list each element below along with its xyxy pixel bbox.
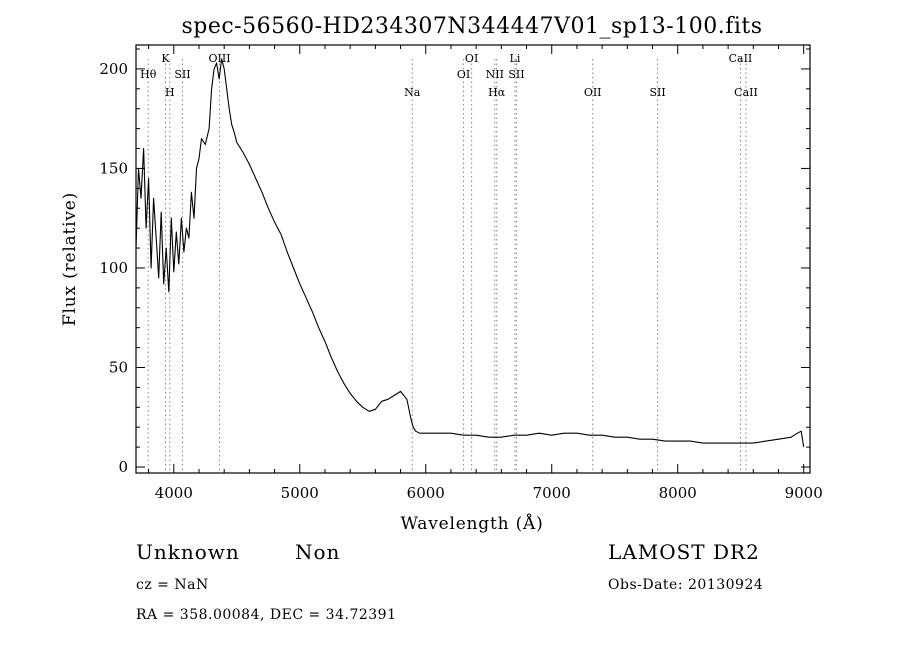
spectrum-line bbox=[135, 58, 805, 448]
line-label: Na bbox=[404, 86, 421, 99]
line-label: SII bbox=[508, 68, 524, 81]
obs-date-label: Obs-Date: 20130924 bbox=[608, 577, 763, 593]
line-label: H bbox=[165, 86, 175, 99]
line-label: OI bbox=[465, 52, 478, 65]
line-label: OI bbox=[457, 68, 470, 81]
y-tick-label: 150 bbox=[99, 159, 128, 177]
x-axis-ticks: 4000 5000 6000 7000 8000 9000 bbox=[148, 45, 823, 502]
line-label: CaII bbox=[729, 52, 753, 65]
x-axis-label: Wavelength (Å) bbox=[400, 513, 543, 534]
x-tick-label: 6000 bbox=[407, 484, 445, 502]
line-label: SII bbox=[174, 68, 190, 81]
line-label: Hθ bbox=[140, 68, 157, 81]
x-tick-label: 5000 bbox=[281, 484, 319, 502]
y-tick-label: 200 bbox=[99, 60, 128, 78]
x-tick-label: 7000 bbox=[533, 484, 571, 502]
plot-frame bbox=[135, 44, 811, 474]
y-axis-ticks: 0 50 100 150 200 bbox=[99, 48, 810, 476]
line-label: K bbox=[161, 52, 170, 65]
redshift-label: cz = NaN bbox=[136, 577, 209, 593]
survey-label: LAMOST DR2 bbox=[608, 540, 760, 564]
spectral-line-labels: Hθ K H SII OIII Na OI OI NII Hα Li SII OII SII CaII CaI… bbox=[140, 52, 758, 99]
spectral-line-markers bbox=[147, 59, 747, 473]
line-label: SII bbox=[649, 86, 665, 99]
line-label: OII bbox=[584, 86, 602, 99]
line-label: Hα bbox=[488, 86, 506, 99]
y-tick-label: 0 bbox=[118, 458, 128, 476]
class-label: Unknown bbox=[136, 540, 240, 564]
coordinates-label: RA = 358.00084, DEC = 34.72391 bbox=[136, 607, 396, 623]
info-block: Unknown Non cz = NaN RA = 358.00084, DEC… bbox=[136, 540, 763, 623]
x-tick-label: 4000 bbox=[155, 484, 193, 502]
line-label: Li bbox=[510, 52, 521, 65]
y-axis-label: Flux (relative) bbox=[60, 192, 80, 326]
y-tick-label: 50 bbox=[109, 358, 128, 376]
x-tick-label: 8000 bbox=[659, 484, 697, 502]
y-tick-label: 100 bbox=[99, 259, 128, 277]
line-label: NII bbox=[486, 68, 504, 81]
chart-title: spec-56560-HD234307N344447V01_sp13-100.f… bbox=[181, 14, 762, 39]
subclass-label: Non bbox=[295, 540, 340, 564]
x-tick-label: 9000 bbox=[785, 484, 823, 502]
line-label: OIII bbox=[208, 52, 230, 65]
line-label: CaII bbox=[734, 86, 758, 99]
